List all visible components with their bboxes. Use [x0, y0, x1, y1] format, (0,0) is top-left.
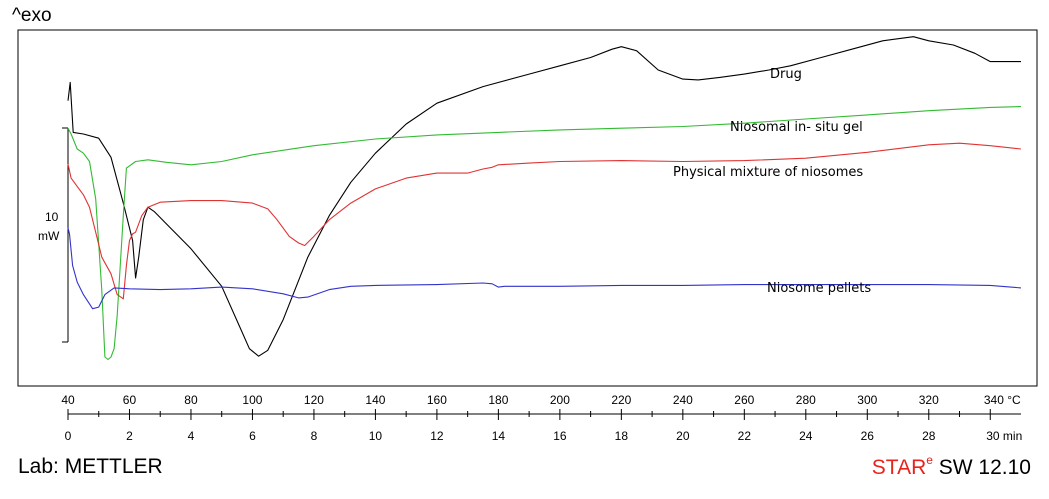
software-version-label: STARe SW 12.10	[871, 453, 1031, 480]
temp-tick-label-100: 100	[242, 393, 262, 407]
time-tick-label-0: 0	[65, 429, 72, 443]
time-tick-label-6: 6	[249, 429, 256, 443]
time-tick-label-2: 2	[126, 429, 133, 443]
time-tick-label-30: 30 min	[986, 429, 1022, 443]
series-label-3: Niosome pellets	[767, 281, 871, 296]
temp-tick-label-300: 300	[857, 393, 877, 407]
temp-tick-label-240: 240	[673, 393, 693, 407]
plot-frame	[17, 29, 1038, 387]
temp-tick-label-180: 180	[488, 393, 508, 407]
time-tick-label-24: 24	[799, 429, 813, 443]
temp-tick-label-40: 40	[61, 393, 75, 407]
temp-tick-label-280: 280	[796, 393, 816, 407]
series-line-niosome-pellets	[67, 227, 1022, 310]
temp-tick-label-120: 120	[304, 393, 324, 407]
temp-tick-label-60: 60	[123, 393, 137, 407]
temp-tick-label-320: 320	[919, 393, 939, 407]
time-tick-label-8: 8	[311, 429, 318, 443]
time-tick-label-22: 22	[738, 429, 752, 443]
temp-tick-label-220: 220	[611, 393, 631, 407]
temp-tick-label-160: 160	[427, 393, 447, 407]
exo-direction-label: ^exo	[12, 5, 52, 26]
scale-bar-value: 10	[45, 210, 59, 224]
series-label-layer: Drug Niosomal in- situ gel Physical mixtur…	[673, 67, 871, 296]
time-tick-label-4: 4	[188, 429, 195, 443]
x-axes: 40 60 80 100 120 140 160 180 200 220 240 260 280 300 3…	[61, 393, 1022, 443]
series-line-drug	[67, 36, 1021, 357]
time-tick-label-14: 14	[492, 429, 506, 443]
scale-bar-unit: mW	[38, 229, 60, 243]
series-line-physical-mixture-of-niosomes	[67, 142, 1022, 300]
series-layer	[67, 36, 1022, 361]
software-brand: STAR	[871, 456, 927, 479]
time-tick-label-16: 16	[553, 429, 567, 443]
series-label-2: Physical mixture of niosomes	[673, 165, 863, 180]
temp-tick-label-340: 340 °C	[984, 393, 1021, 407]
time-tick-label-12: 12	[430, 429, 444, 443]
software-brand-superscript: e	[926, 453, 933, 467]
temp-tick-label-80: 80	[184, 393, 198, 407]
software-version: SW 12.10	[932, 456, 1031, 479]
time-tick-label-20: 20	[676, 429, 690, 443]
temp-tick-label-260: 260	[734, 393, 754, 407]
time-tick-label-10: 10	[369, 429, 383, 443]
time-tick-label-18: 18	[615, 429, 629, 443]
temp-tick-label-140: 140	[365, 393, 385, 407]
series-line-niosomal-in-situ-gel	[67, 106, 1022, 361]
scale-bar: 10 mW	[38, 127, 69, 343]
time-tick-label-26: 26	[861, 429, 875, 443]
temp-tick-label-200: 200	[550, 393, 570, 407]
lab-label: Lab: METTLER	[18, 455, 163, 478]
time-tick-label-28: 28	[922, 429, 936, 443]
series-label-1: Niosomal in- situ gel	[730, 120, 863, 135]
series-label-0: Drug	[770, 67, 802, 82]
